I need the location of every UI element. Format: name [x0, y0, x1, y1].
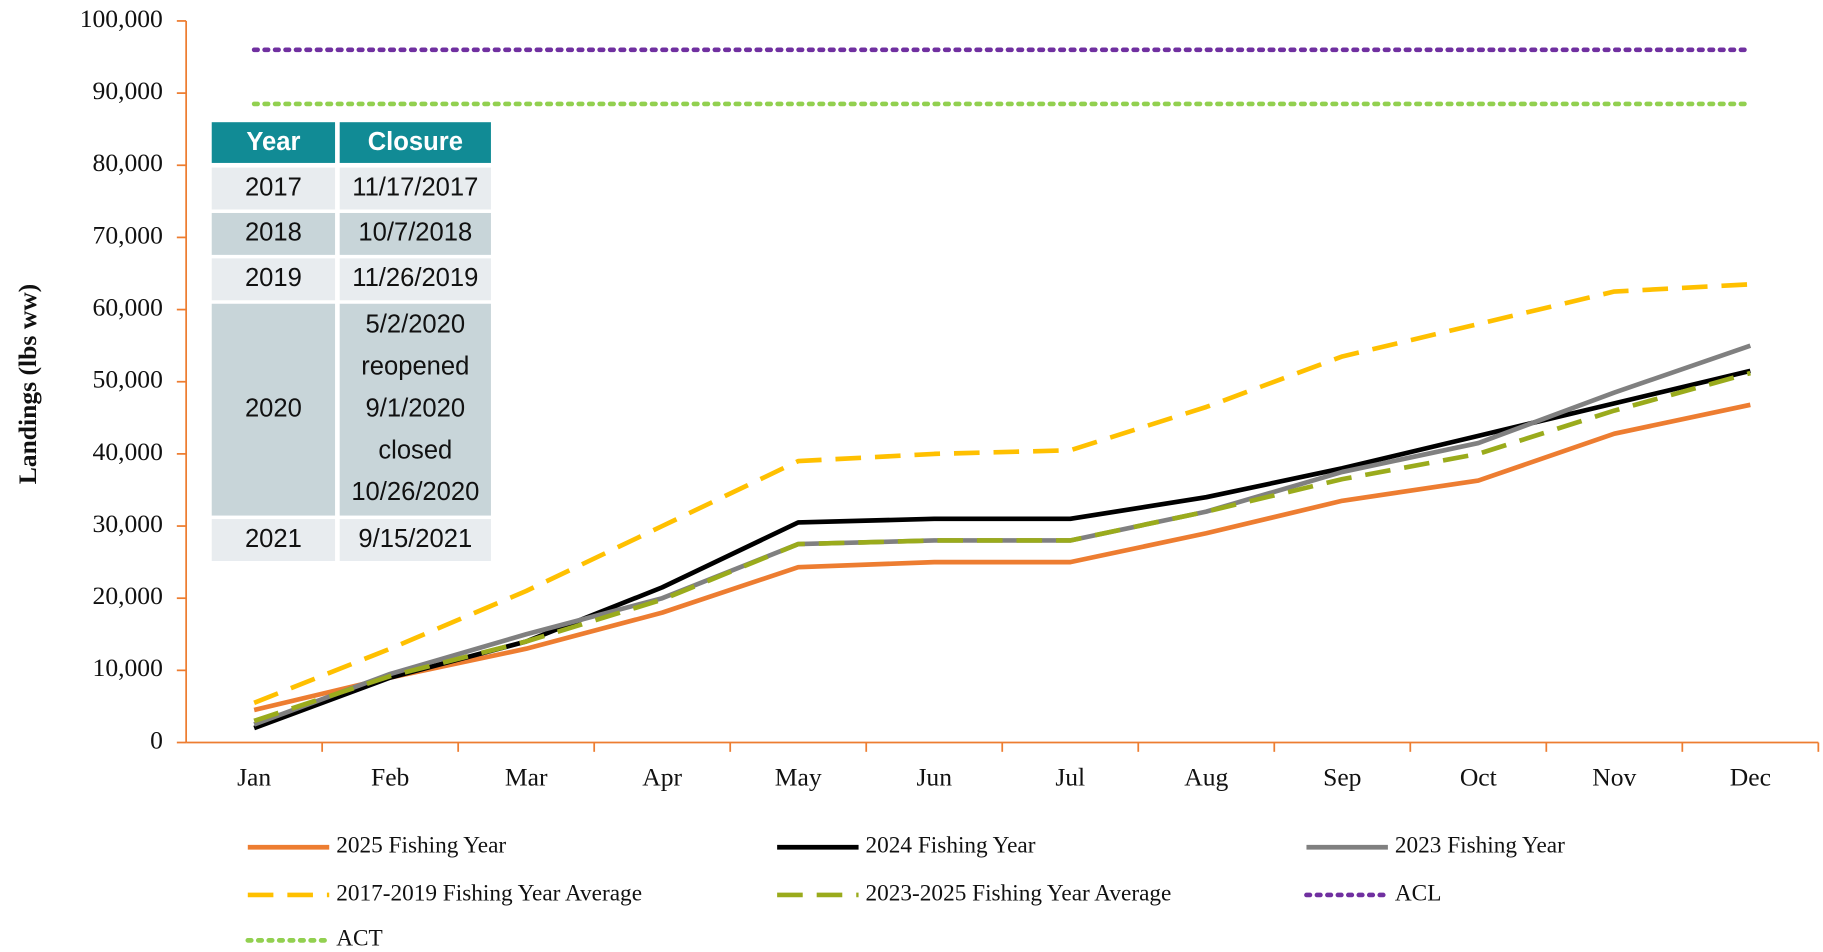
y-tick-label: 50,000	[93, 365, 163, 394]
x-tick-label: Jun	[916, 763, 952, 792]
table-closure: 11/26/2019	[352, 264, 478, 292]
series-line	[253, 402, 1751, 713]
table-cell	[339, 258, 491, 301]
y-tick-label: 80,000	[93, 148, 163, 177]
table-year: 2017	[245, 173, 302, 201]
table-closure: 9/15/2021	[358, 525, 472, 553]
table-header: Year	[246, 128, 300, 156]
table-closure: 10/26/2020	[351, 478, 479, 506]
x-tick-label: Aug	[1184, 763, 1228, 792]
x-tick-label: Mar	[505, 763, 548, 792]
table-cell	[211, 167, 336, 210]
y-tick-label: 30,000	[93, 509, 163, 538]
x-tick-label: Nov	[1592, 763, 1636, 792]
table-cell	[339, 303, 491, 516]
table-closure: 9/1/2020	[366, 394, 466, 422]
legend-label: ACL	[1395, 880, 1442, 906]
table-year: 2020	[245, 394, 302, 422]
table-cell	[211, 212, 336, 255]
table-closure: 10/7/2018	[358, 219, 472, 247]
legend-label: 2025 Fishing Year	[336, 833, 506, 859]
table-cell	[211, 303, 336, 516]
table-cell	[211, 519, 336, 561]
legend-label: 2023 Fishing Year	[1395, 833, 1565, 859]
x-tick-label: Jan	[237, 763, 271, 792]
y-tick-label: 90,000	[93, 76, 163, 105]
y-tick-label: 40,000	[93, 437, 163, 466]
x-tick-label: Feb	[371, 763, 409, 792]
table-cell	[339, 167, 491, 210]
table-year: 2021	[245, 525, 302, 553]
table-cell	[339, 212, 491, 255]
x-tick-label: Sep	[1323, 763, 1361, 792]
x-tick-label: Oct	[1460, 763, 1497, 792]
table-closure: 5/2/2020	[366, 311, 466, 339]
legend-label: ACT	[336, 926, 383, 952]
table-closure: 11/17/2017	[352, 173, 478, 201]
y-tick-label: 20,000	[93, 581, 163, 610]
table-cell	[339, 519, 491, 561]
x-tick-label: Apr	[642, 763, 682, 792]
legend-label: 2017-2019 Fishing Year Average	[336, 880, 642, 906]
series-line	[253, 281, 1751, 705]
table-closure: reopened	[361, 353, 469, 381]
legend-label: 2024 Fishing Year	[866, 833, 1036, 859]
series-line	[253, 370, 1751, 724]
table-header-cell	[339, 122, 491, 163]
table-closure: closed	[378, 436, 452, 464]
y-tick-label: 100,000	[80, 4, 163, 33]
table-year: 2018	[245, 219, 302, 247]
table-header: Closure	[368, 128, 463, 156]
x-tick-label: Jul	[1055, 763, 1085, 792]
y-tick-label: 10,000	[93, 653, 163, 682]
table-year: 2019	[245, 264, 302, 292]
legend-label: 2023-2025 Fishing Year Average	[866, 880, 1172, 906]
y-tick-label: 70,000	[93, 220, 163, 249]
table-cell	[211, 258, 336, 301]
y-tick-label: 60,000	[93, 292, 163, 321]
y-axis-label: Landings (lbs ww)	[13, 284, 42, 484]
y-tick-label: 0	[150, 725, 163, 754]
x-tick-label: Dec	[1730, 763, 1771, 792]
table-header-cell	[211, 122, 336, 163]
x-tick-label: May	[775, 763, 822, 792]
